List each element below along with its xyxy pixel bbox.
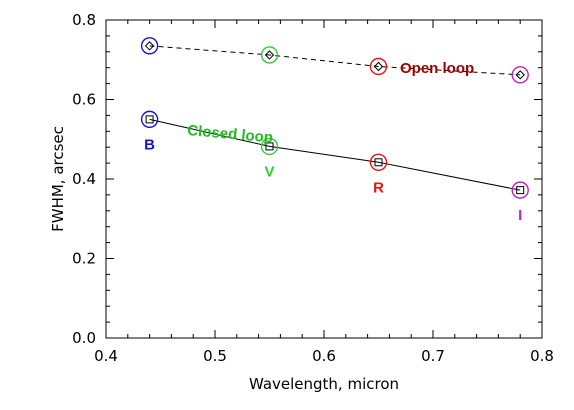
series-line-open-loop bbox=[149, 45, 521, 76]
y-tick-label: 0.4 bbox=[72, 170, 96, 188]
x-tick-label: 0.7 bbox=[421, 347, 445, 365]
data-point-diamond bbox=[264, 50, 275, 60]
y-tick-label: 0.0 bbox=[72, 329, 96, 347]
band-circle-marker bbox=[369, 57, 388, 76]
x-tick-label: 0.6 bbox=[312, 347, 336, 365]
y-tick-label: 0.8 bbox=[72, 11, 96, 29]
band-circle-marker bbox=[369, 153, 388, 172]
y-axis: 0.0 0.2 0.4 0.6 0.8 bbox=[72, 11, 542, 347]
y-axis-title: FWHM, arcsec bbox=[49, 126, 67, 232]
data-point-diamond bbox=[144, 41, 155, 51]
y-tick-label: 0.6 bbox=[72, 91, 96, 109]
band-circle-marker bbox=[260, 46, 279, 64]
band-circle-marker bbox=[140, 110, 159, 129]
data-point-square bbox=[374, 158, 383, 167]
band-label-v: V bbox=[264, 163, 274, 180]
x-tick-label: 0.5 bbox=[203, 347, 227, 365]
data-point-square bbox=[145, 115, 154, 124]
band-circle-marker bbox=[140, 37, 159, 55]
x-tick-label: 0.8 bbox=[530, 347, 554, 365]
band-circle-marker bbox=[511, 181, 529, 199]
data-point-square bbox=[516, 186, 525, 195]
band-markers: B V R I bbox=[144, 136, 522, 224]
series-label-closed-loop: Closed loop bbox=[187, 122, 274, 146]
series-line-closed-loop bbox=[149, 118, 521, 191]
series-label-open-loop: Open loop bbox=[400, 60, 474, 77]
band-circle-marker bbox=[260, 137, 279, 156]
plot-frame bbox=[105, 19, 543, 339]
y-tick-label: 0.2 bbox=[72, 250, 96, 268]
data-point-diamond bbox=[515, 70, 525, 80]
x-axis-title: Wavelength, micron bbox=[249, 375, 399, 393]
band-label-i: I bbox=[518, 207, 522, 224]
band-circle-marker bbox=[511, 66, 529, 84]
data-point-square bbox=[265, 142, 274, 151]
band-label-r: R bbox=[373, 179, 384, 196]
x-tick-label: 0.4 bbox=[94, 347, 118, 365]
series-layer bbox=[140, 37, 529, 199]
band-label-b: B bbox=[144, 136, 155, 153]
data-point-diamond bbox=[373, 61, 384, 72]
x-axis: 0.4 0.5 0.6 0.7 0.8 bbox=[94, 20, 554, 365]
